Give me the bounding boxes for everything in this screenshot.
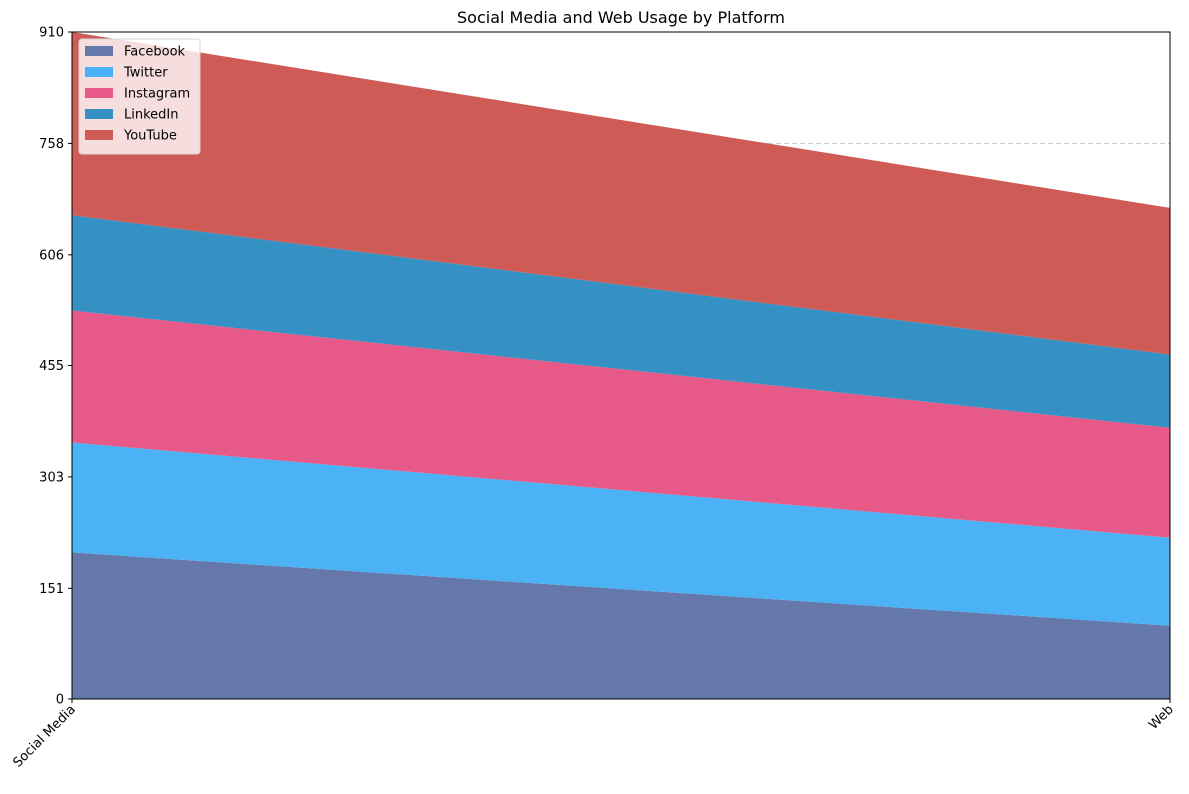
legend-swatch-linkedin [85, 109, 113, 119]
y-tick-label: 910 [39, 26, 64, 41]
area-series-group [72, 32, 1170, 699]
legend-swatch-facebook [85, 46, 113, 56]
y-tick-label: 606 [39, 248, 64, 263]
area-series-youtube [72, 32, 1170, 355]
y-tick-label: 303 [39, 470, 64, 485]
legend-label-linkedin: LinkedIn [124, 108, 178, 123]
legend-swatch-instagram [85, 88, 113, 98]
legend: Facebook Twitter Instagram LinkedIn YouTube [78, 38, 201, 155]
legend-label-twitter: Twitter [123, 66, 168, 81]
area-series-twitter [72, 442, 1170, 626]
y-tick-label: 455 [39, 359, 64, 374]
legend-label-facebook: Facebook [124, 45, 186, 60]
x-tick-label: Web [1146, 702, 1177, 733]
legend-label-youtube: YouTube [123, 129, 177, 144]
area-series-facebook [72, 552, 1170, 699]
legend-swatch-youtube [85, 130, 113, 140]
legend-label-instagram: Instagram [124, 87, 190, 102]
y-tick-label: 0 [56, 693, 64, 708]
area-series-instagram [72, 310, 1170, 538]
y-tick-label: 758 [39, 137, 64, 152]
y-tick-label: 151 [39, 582, 64, 597]
legend-swatch-twitter [85, 67, 113, 77]
chart-title: Social Media and Web Usage by Platform [457, 8, 785, 27]
area-series-linkedin [72, 215, 1170, 428]
x-tick-label: Social Media [10, 702, 78, 770]
